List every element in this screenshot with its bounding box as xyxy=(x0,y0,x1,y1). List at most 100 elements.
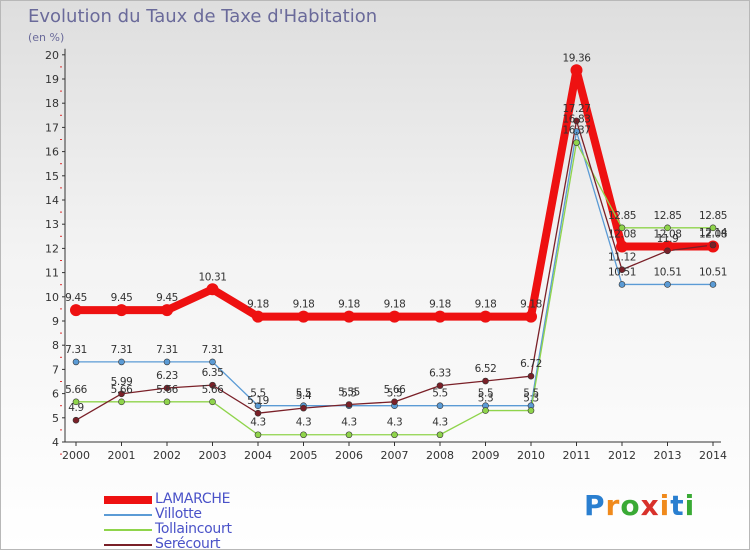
data-label: 9.18 xyxy=(520,299,542,311)
data-point xyxy=(254,402,262,410)
legend-swatch xyxy=(104,529,152,531)
data-point xyxy=(72,416,80,424)
data-point xyxy=(664,224,671,232)
data-label: 4.3 xyxy=(432,417,448,429)
data-point xyxy=(254,431,262,439)
y-tick-label: 8 xyxy=(52,339,59,352)
data-label: 7.31 xyxy=(202,344,224,356)
data-point xyxy=(570,64,583,77)
data-label: 4.3 xyxy=(387,417,403,429)
data-label: 5.66 xyxy=(156,384,178,396)
data-point xyxy=(709,241,717,249)
data-point xyxy=(664,281,671,288)
legend-label: Villotte xyxy=(155,506,202,522)
data-label: 5.66 xyxy=(111,384,133,396)
series-line-lamarche xyxy=(72,66,717,321)
data-point xyxy=(709,281,717,288)
data-label: 5.19 xyxy=(247,395,269,407)
y-tick-label: 10 xyxy=(45,291,59,304)
data-label: 10.51 xyxy=(699,266,727,278)
data-point xyxy=(618,266,626,273)
data-point xyxy=(163,358,171,366)
y-tick-label: 16 xyxy=(45,146,59,159)
data-point xyxy=(391,398,398,406)
data-point xyxy=(209,358,216,366)
data-label: 12.08 xyxy=(653,228,681,240)
data-label: 16.37 xyxy=(562,125,590,137)
data-point xyxy=(297,310,310,323)
data-point xyxy=(436,402,444,410)
data-label: 4.3 xyxy=(341,417,357,429)
data-point xyxy=(343,310,355,323)
y-tick-label: 6 xyxy=(52,388,59,401)
data-label: 5.66 xyxy=(65,384,87,396)
data-label: 9.18 xyxy=(429,299,451,311)
data-label: 5.3 xyxy=(523,393,539,405)
data-point xyxy=(618,224,626,232)
data-label: 9.18 xyxy=(475,299,497,311)
data-label: 9.18 xyxy=(247,299,269,311)
data-label: 9.45 xyxy=(65,292,87,304)
data-label: 5.5 xyxy=(432,388,448,400)
data-label: 12.14 xyxy=(699,227,728,239)
data-label: 5.5 xyxy=(387,388,403,400)
x-tick-label: 2008 xyxy=(426,449,454,462)
y-tick-label: 13 xyxy=(45,218,59,231)
data-label: 5.99 xyxy=(111,376,133,388)
legend-label: Tollaincourt xyxy=(155,521,232,537)
data-point xyxy=(664,247,671,255)
legend-swatch xyxy=(104,544,152,546)
data-point xyxy=(72,398,80,406)
data-point xyxy=(482,377,489,385)
legend-swatch xyxy=(104,514,152,516)
x-tick-label: 2012 xyxy=(608,449,636,462)
data-point xyxy=(209,381,216,389)
data-point xyxy=(163,384,171,392)
y-tick-label: 11 xyxy=(45,267,59,280)
data-label: 6.35 xyxy=(202,367,224,379)
data-label: 7.31 xyxy=(111,344,133,356)
data-label: 4.3 xyxy=(296,417,312,429)
data-point xyxy=(118,398,125,406)
data-point xyxy=(391,431,398,439)
data-point xyxy=(525,310,537,323)
x-tick-label: 2000 xyxy=(62,449,90,462)
data-point xyxy=(436,431,444,439)
data-point xyxy=(616,240,628,253)
data-label: 6.23 xyxy=(156,370,178,382)
data-label: 7.31 xyxy=(65,344,87,356)
data-label: 10.51 xyxy=(653,266,681,278)
data-label: 10.51 xyxy=(608,266,636,278)
data-label: 5.5 xyxy=(341,388,357,400)
data-label: 4.9 xyxy=(68,402,84,414)
data-label: 11.9 xyxy=(657,233,679,245)
data-label: 6.52 xyxy=(475,363,497,375)
data-point xyxy=(161,304,173,317)
data-label: 12.85 xyxy=(699,210,727,222)
data-label: 9.18 xyxy=(338,299,360,311)
data-label: 12.08 xyxy=(608,228,636,240)
data-label: 16.83 xyxy=(562,114,590,126)
data-point xyxy=(300,431,307,439)
legend-swatch xyxy=(104,496,152,504)
y-tick-label: 12 xyxy=(45,242,59,255)
data-label: 5.66 xyxy=(202,384,224,396)
data-label: 19.36 xyxy=(562,52,591,64)
data-label: 5.5 xyxy=(478,388,494,400)
data-label: 9.45 xyxy=(156,292,178,304)
data-label: 7.31 xyxy=(156,344,178,356)
data-label: 12.85 xyxy=(608,210,636,222)
data-point xyxy=(72,358,80,366)
data-label: 9.18 xyxy=(384,299,406,311)
chart-subtitle: (en %) xyxy=(28,31,65,44)
data-label: 6.72 xyxy=(520,358,542,370)
data-point xyxy=(479,310,492,323)
data-point xyxy=(206,283,219,296)
data-point xyxy=(388,310,401,323)
data-point xyxy=(573,139,580,146)
x-tick-label: 2010 xyxy=(517,449,545,462)
x-tick-label: 2002 xyxy=(153,449,181,462)
x-tick-label: 2001 xyxy=(108,449,136,462)
x-tick-label: 2009 xyxy=(472,449,500,462)
